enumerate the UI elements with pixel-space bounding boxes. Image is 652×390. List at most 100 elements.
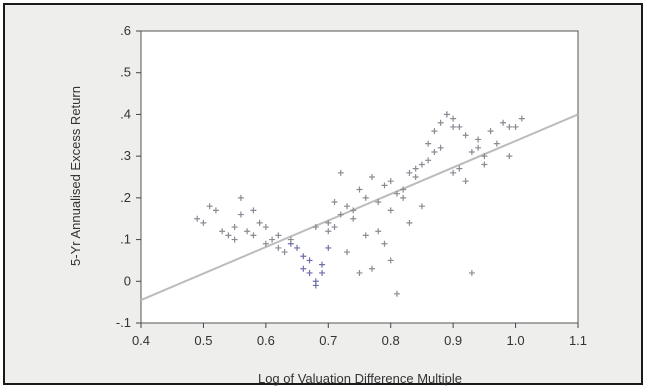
data-point	[256, 219, 263, 226]
data-point	[337, 169, 344, 176]
data-point	[375, 199, 382, 206]
y-tick-label: .2	[120, 190, 131, 205]
data-point	[325, 244, 332, 251]
data-point	[306, 269, 313, 276]
data-point	[319, 261, 326, 268]
data-point	[500, 119, 507, 126]
data-point	[468, 269, 475, 276]
data-point	[462, 178, 469, 185]
data-point	[269, 236, 276, 243]
data-point	[493, 140, 500, 147]
data-point	[212, 207, 219, 214]
y-tick-label: .6	[120, 23, 131, 38]
data-point	[262, 240, 269, 247]
data-point	[393, 290, 400, 297]
data-point	[450, 169, 457, 176]
data-point	[481, 153, 488, 160]
data-point	[412, 165, 419, 172]
fit-line	[140, 113, 579, 301]
data-point	[456, 123, 463, 130]
plot-area	[140, 30, 579, 324]
x-tick-label: 0.8	[382, 333, 400, 348]
data-point	[506, 123, 513, 130]
data-point	[350, 207, 357, 214]
data-point	[387, 257, 394, 264]
x-tick-label: 0.6	[257, 333, 275, 348]
data-point	[450, 123, 457, 130]
data-point	[468, 148, 475, 155]
x-tick-label: 0.5	[194, 333, 212, 348]
data-point	[294, 244, 301, 251]
data-point	[250, 207, 257, 214]
data-point	[337, 211, 344, 218]
data-point	[275, 244, 282, 251]
data-point	[443, 111, 450, 118]
data-point	[381, 182, 388, 189]
data-point	[437, 119, 444, 126]
x-tick-label: 1.0	[507, 333, 525, 348]
data-point	[325, 219, 332, 226]
y-tick-label: .1	[120, 232, 131, 247]
data-point	[450, 115, 457, 122]
data-point	[250, 232, 257, 239]
data-point	[462, 132, 469, 139]
data-point	[375, 228, 382, 235]
data-point	[331, 224, 338, 231]
data-point	[356, 186, 363, 193]
data-point	[425, 140, 432, 147]
data-point	[331, 199, 338, 206]
data-point	[412, 174, 419, 180]
data-point	[431, 148, 438, 155]
data-point	[400, 194, 407, 201]
data-point	[368, 174, 375, 180]
data-point	[231, 236, 238, 243]
x-tick-label: 1.1	[569, 333, 587, 348]
data-point	[512, 123, 519, 130]
data-point	[431, 128, 438, 135]
data-point	[456, 165, 463, 172]
data-point	[262, 224, 269, 231]
data-point	[287, 236, 294, 243]
data-point	[406, 169, 413, 176]
y-tick-label: .4	[120, 106, 131, 121]
data-point	[362, 232, 369, 239]
data-point	[300, 265, 307, 272]
data-point	[356, 269, 363, 276]
data-point	[487, 128, 494, 135]
data-point	[475, 136, 482, 143]
data-point	[237, 211, 244, 218]
y-axis-title: 5-Yr Annualised Excess Return	[68, 86, 83, 266]
data-point	[381, 240, 388, 247]
data-point	[325, 228, 332, 235]
data-point	[437, 144, 444, 151]
data-point	[506, 153, 513, 160]
data-point	[225, 232, 232, 239]
y-tick-label: .3	[120, 148, 131, 163]
data-point	[393, 190, 400, 197]
data-point	[194, 215, 201, 222]
data-point	[237, 194, 244, 201]
data-point	[312, 278, 319, 285]
data-point	[362, 194, 369, 201]
data-point	[387, 207, 394, 214]
data-point	[200, 219, 207, 226]
data-point	[475, 144, 482, 151]
y-tick-label: 0	[124, 273, 131, 288]
x-tick-label: 0.7	[319, 333, 337, 348]
x-tick-label: 0.9	[444, 333, 462, 348]
data-point	[418, 203, 425, 210]
y-tick-label: .5	[120, 65, 131, 80]
y-tick-label: -.1	[116, 315, 131, 330]
data-point	[425, 157, 432, 164]
data-point	[481, 161, 488, 168]
data-point	[206, 203, 213, 210]
data-point	[350, 215, 357, 222]
data-point	[368, 265, 375, 272]
data-point	[244, 228, 251, 235]
data-point	[231, 224, 238, 231]
data-point	[219, 228, 226, 235]
data-point	[387, 178, 394, 185]
data-point	[344, 203, 351, 210]
data-point	[306, 257, 313, 264]
